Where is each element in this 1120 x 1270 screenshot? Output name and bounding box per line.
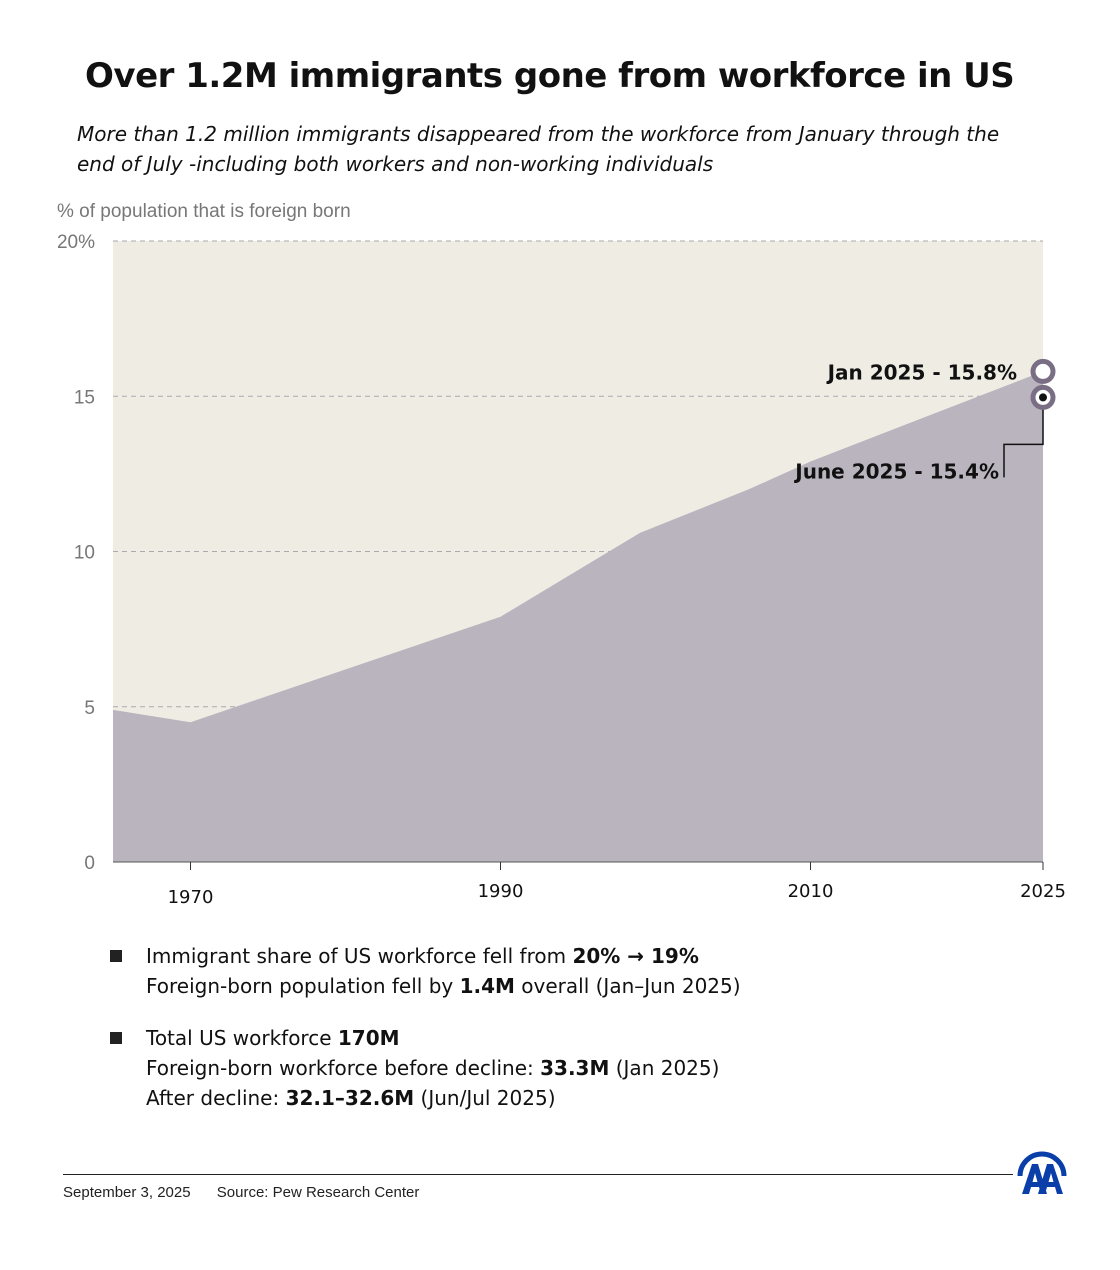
footer: September 3, 2025 Source: Pew Research C… [63,1184,441,1201]
note-text: Foreign-born population fell by [146,974,460,998]
y-tick-label: 0 [84,853,95,874]
note-bold: 170M [337,1026,400,1050]
leader-line [1003,397,1044,478]
x-tick-label: 1990 [478,881,524,902]
note-text: (Jun/Jul 2025) [414,1086,556,1110]
x-tick-label: 1970 [168,887,214,908]
footer-date: September 3, 2025 [63,1184,191,1201]
aa-logo [1017,1151,1067,1194]
marker-jan-2025 [1030,358,1056,384]
chart-title: Over 1.2M immigrants gone from workforce… [85,56,1015,96]
y-tick-label: 10 [74,543,95,564]
y-axis-label: % of population that is foreign born [57,201,351,222]
note-text: overall (Jan–Jun 2025) [514,974,741,998]
note-item: Total US workforce 170M Foreign-born wor… [110,1023,741,1113]
bullet-icon [110,950,122,962]
notes: Immigrant share of US workforce fell fro… [110,941,741,1135]
y-tick-label: 5 [84,698,95,719]
note-text: (Jan 2025) [609,1056,720,1080]
note-text: Foreign-born workforce before decline: [146,1056,541,1080]
note-text: Immigrant share of US workforce fell fro… [146,944,573,968]
note-bold: 1.4M [459,974,515,998]
area-series [113,371,1043,862]
x-tick-label: 2010 [788,881,834,902]
annotation-label: Jan 2025 - 15.8% [826,360,1017,384]
annotation-label: June 2025 - 15.4% [793,459,999,483]
note-item: Immigrant share of US workforce fell fro… [110,941,741,1001]
footer-divider [63,1174,1013,1175]
note-bold: 20% → 19% [572,944,699,968]
note-text: Total US workforce [146,1026,338,1050]
note-bold: 33.3M [540,1056,610,1080]
chart-subtitle: More than 1.2 million immigrants disappe… [77,122,1000,176]
y-tick-label: 15 [74,387,95,408]
x-tick-label: 2025 [1020,881,1066,902]
footer-source: Source: Pew Research Center [216,1184,420,1201]
area-chart: 0 5 10 15 20% 1970 1990 2010 2025 Jan 2025 - 15… [57,232,1066,908]
marker-dot [1039,393,1047,402]
bullet-icon [110,1032,122,1044]
note-text: After decline: [146,1086,286,1110]
note-bold: 32.1–32.6M [285,1086,415,1110]
y-tick-label: 20% [57,232,95,253]
